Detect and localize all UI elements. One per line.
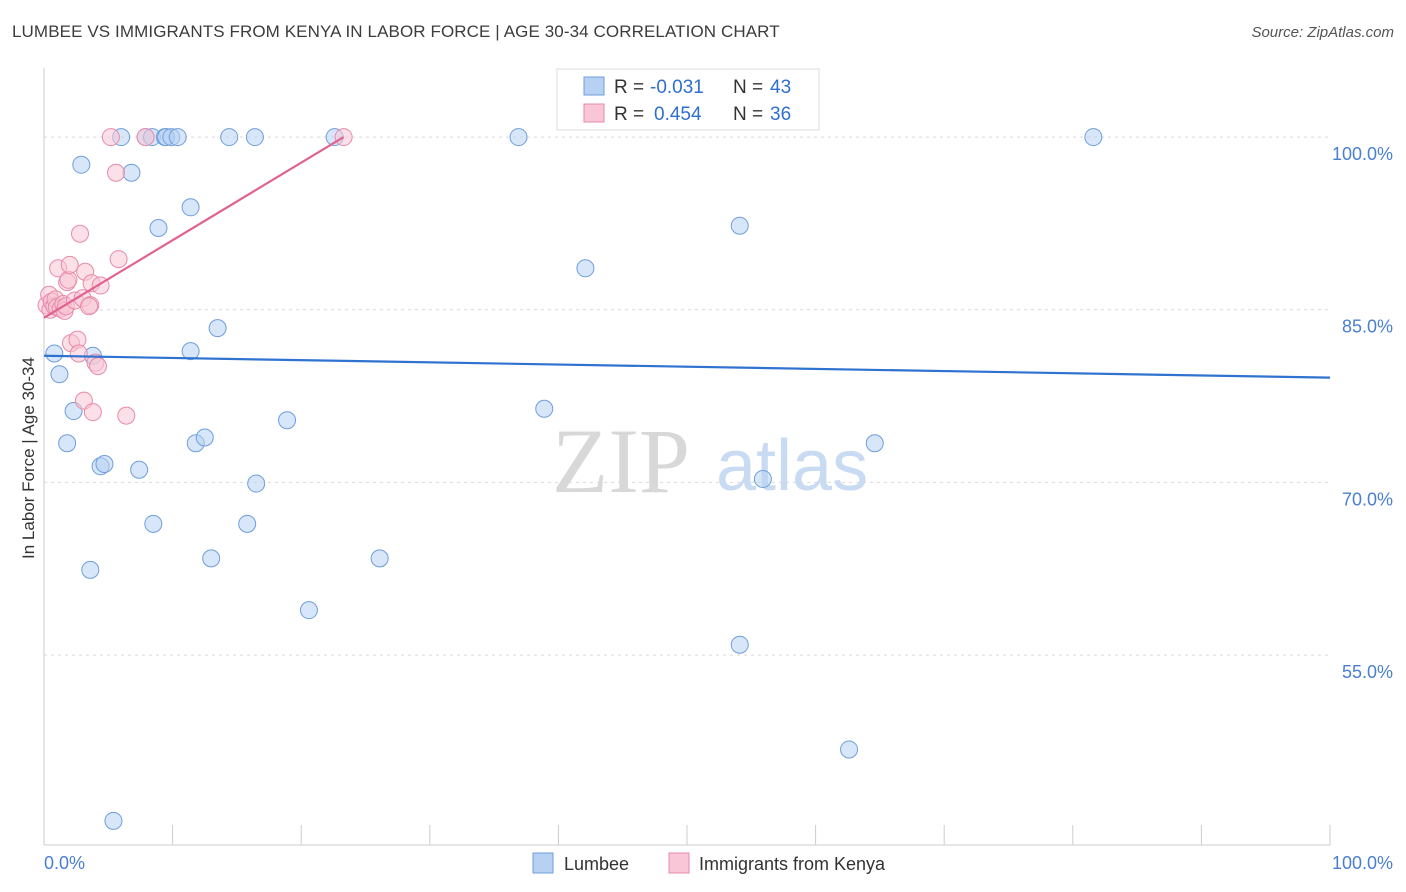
source-credit: Source: ZipAtlas.com: [1251, 24, 1394, 41]
lumbee-point: [181, 198, 200, 217]
kenya-point: [89, 357, 108, 376]
lumbee-point: [195, 428, 214, 447]
lumbee-point: [247, 474, 266, 493]
stats-n-label-lumbee: N =: [733, 77, 763, 98]
stats-r-value-kenya: 0.454: [654, 104, 702, 125]
lumbee-point: [576, 259, 595, 278]
gridlines: [44, 136, 1330, 656]
kenya-point: [109, 250, 128, 269]
legend-label-lumbee: Lumbee: [564, 854, 629, 874]
watermark: ZIP atlas: [552, 410, 868, 512]
lumbee-point: [753, 469, 772, 488]
lumbee-point: [50, 365, 69, 384]
lumbee-point: [299, 601, 318, 620]
legend-swatch-lumbee: [532, 852, 554, 874]
lumbee-point: [245, 128, 264, 147]
lumbee-point: [95, 454, 114, 473]
x-tick-label-min: 0.0%: [44, 853, 85, 873]
y-tick-label: 85.0%: [1342, 317, 1393, 337]
kenya-point: [101, 128, 120, 147]
kenya-point: [80, 297, 99, 316]
lumbee-point: [130, 460, 149, 479]
x-axis-ticks: [43, 825, 1331, 845]
lumbee-point: [840, 740, 859, 759]
stats-r-label-kenya: R =: [614, 104, 644, 125]
lumbee-point: [72, 155, 91, 174]
stats-n-value-kenya: 36: [770, 104, 791, 125]
lumbee-point: [202, 549, 221, 568]
lumbee-point: [865, 434, 884, 453]
chart-title: LUMBEE VS IMMIGRANTS FROM KENYA IN LABOR…: [12, 22, 780, 41]
lumbee-point: [535, 399, 554, 418]
lumbee-point: [81, 560, 100, 579]
lumbee-point: [220, 128, 239, 147]
lumbee-point: [104, 811, 123, 830]
lumbee-point: [730, 216, 749, 235]
legend: Lumbee Immigrants from Kenya: [532, 852, 886, 874]
y-tick-label: 100.0%: [1332, 144, 1393, 164]
kenya-point: [136, 128, 155, 147]
watermark-zip: ZIP: [552, 410, 690, 512]
lumbee-point: [168, 128, 187, 147]
lumbee-point: [122, 163, 141, 182]
stats-n-label-kenya: N =: [733, 104, 763, 125]
y-tick-label: 55.0%: [1342, 662, 1393, 682]
kenya-point: [83, 403, 102, 422]
x-tick-label-max: 100.0%: [1332, 853, 1393, 873]
kenya-point: [60, 255, 79, 274]
lumbee-point: [45, 344, 64, 363]
y-tick-label: 70.0%: [1342, 489, 1393, 509]
stats-box: R = -0.031 N = 43 R = 0.454 N = 36: [556, 68, 820, 131]
lumbee-point: [238, 514, 257, 533]
stats-r-value-lumbee: -0.031: [650, 77, 704, 98]
kenya-point: [59, 270, 78, 289]
lumbee-trend-line: [43, 354, 1331, 379]
y-axis-tick-labels: 55.0% 70.0% 85.0% 100.0%: [1332, 144, 1393, 682]
lumbee-point: [181, 342, 200, 361]
lumbee-point: [58, 434, 77, 453]
stats-swatch-lumbee: [583, 76, 605, 96]
lumbee-point: [208, 319, 227, 338]
lumbee-point: [730, 635, 749, 654]
lumbee-point: [149, 219, 168, 238]
lumbee-point: [144, 514, 163, 533]
watermark-atlas: atlas: [716, 426, 868, 506]
stats-r-label-lumbee: R =: [614, 77, 644, 98]
lumbee-point: [278, 411, 297, 430]
kenya-point: [69, 344, 88, 363]
kenya-point: [117, 406, 136, 425]
kenya-point: [71, 224, 90, 243]
lumbee-point: [509, 128, 528, 147]
stats-n-value-lumbee: 43: [770, 77, 791, 98]
lumbee-point: [1084, 128, 1103, 147]
legend-label-kenya: Immigrants from Kenya: [699, 854, 886, 874]
lumbee-point: [370, 549, 389, 568]
kenya-trend-line: [43, 136, 345, 319]
kenya-point: [107, 163, 126, 182]
legend-swatch-kenya: [668, 852, 690, 874]
trend-lines: [43, 136, 1331, 379]
y-axis-title: In Labor Force | Age 30-34: [19, 357, 38, 559]
stats-swatch-kenya: [583, 103, 605, 123]
